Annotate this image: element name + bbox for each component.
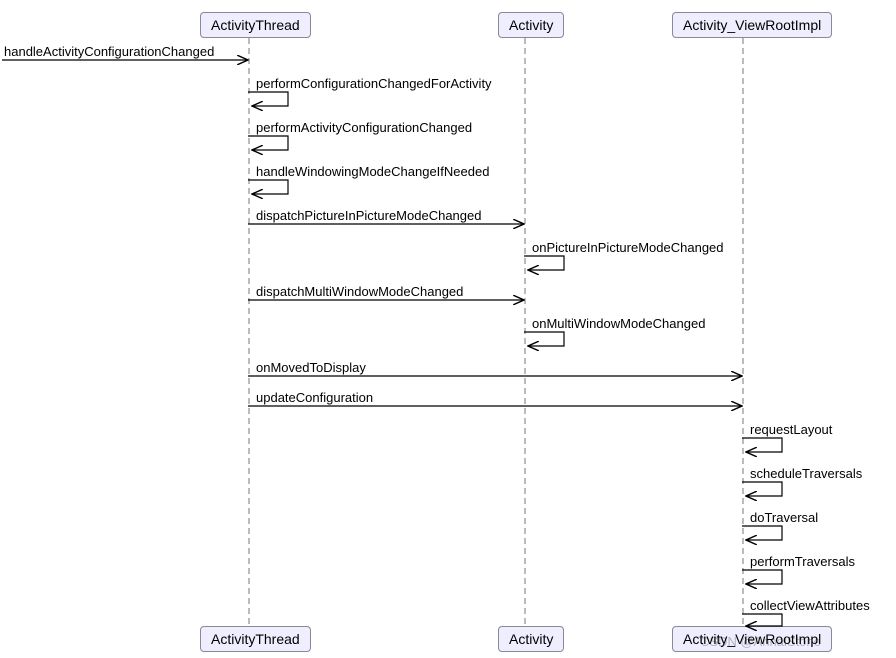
msg-collect-view-attributes: collectViewAttributes: [750, 598, 870, 613]
msg-dispatch-pip-mode-changed: dispatchPictureInPictureModeChanged: [256, 208, 481, 223]
lifeline-viewrootimpl: [742, 38, 744, 624]
msg-do-traversal: doTraversal: [750, 510, 818, 525]
lifeline-activitythread: [248, 38, 250, 624]
participant-label: Activity: [509, 631, 553, 647]
watermark-text: CSDN @AnnalStone: [700, 634, 821, 649]
msg-handle-windowing-mode-change: handleWindowingModeChangeIfNeeded: [256, 164, 489, 179]
msg-on-multiwindow-mode-changed: onMultiWindowModeChanged: [532, 316, 705, 331]
msg-update-configuration: updateConfiguration: [256, 390, 373, 405]
msg-perform-traversals: performTraversals: [750, 554, 855, 569]
participant-activitythread-top: ActivityThread: [200, 12, 311, 38]
participant-viewrootimpl-top: Activity_ViewRootImpl: [672, 12, 832, 38]
participant-label: ActivityThread: [211, 631, 300, 647]
msg-perform-config-changed-for-activity: performConfigurationChangedForActivity: [256, 76, 492, 91]
participant-label: ActivityThread: [211, 17, 300, 33]
lifeline-activity: [524, 38, 526, 624]
participant-activity-bottom: Activity: [498, 626, 564, 652]
participant-label: Activity: [509, 17, 553, 33]
msg-handle-activity-config-changed: handleActivityConfigurationChanged: [4, 44, 214, 59]
participant-activitythread-bottom: ActivityThread: [200, 626, 311, 652]
msg-dispatch-multiwindow-mode-changed: dispatchMultiWindowModeChanged: [256, 284, 463, 299]
msg-on-pip-mode-changed: onPictureInPictureModeChanged: [532, 240, 724, 255]
participant-activity-top: Activity: [498, 12, 564, 38]
msg-request-layout: requestLayout: [750, 422, 832, 437]
msg-on-moved-to-display: onMovedToDisplay: [256, 360, 366, 375]
msg-schedule-traversals: scheduleTraversals: [750, 466, 862, 481]
msg-perform-activity-config-changed: performActivityConfigurationChanged: [256, 120, 472, 135]
participant-label: Activity_ViewRootImpl: [683, 17, 821, 33]
